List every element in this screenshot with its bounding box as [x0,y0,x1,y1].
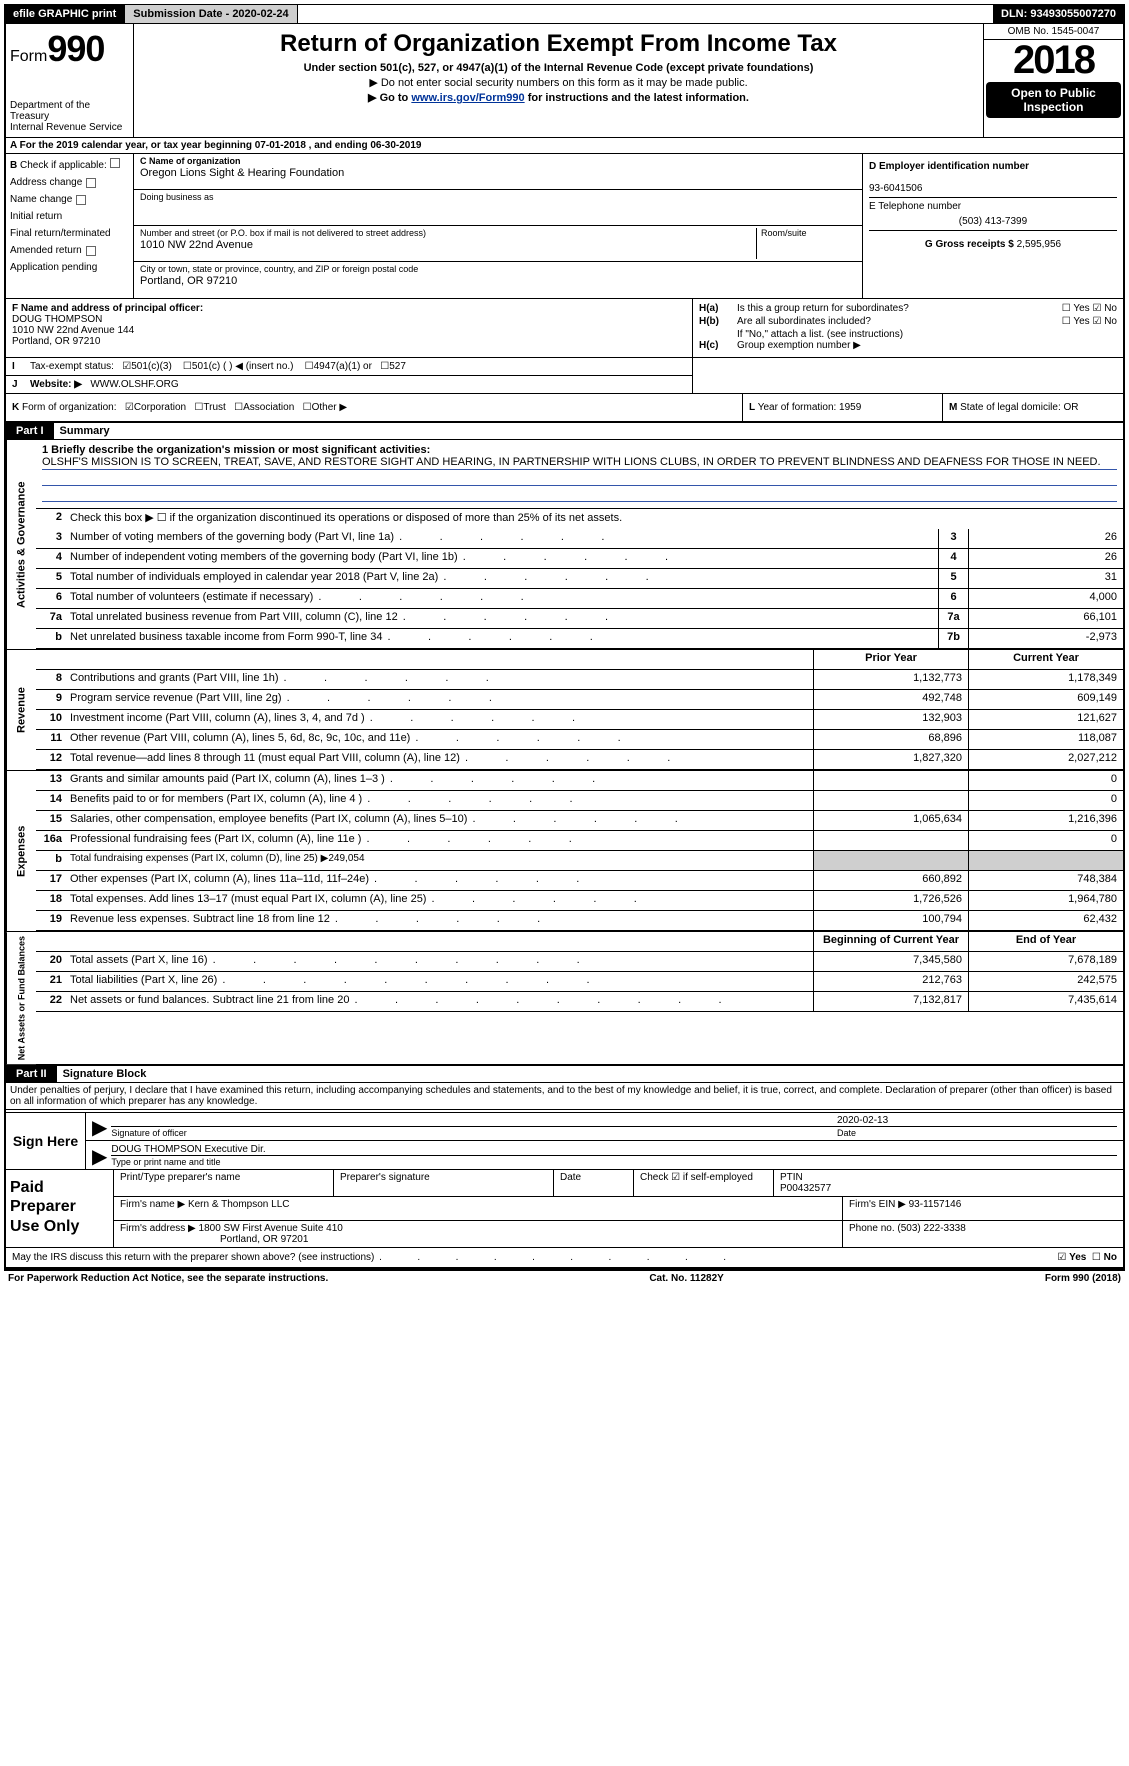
phone: (503) 413-7399 [869,216,1117,227]
title-block: Return of Organization Exempt From Incom… [134,24,983,138]
arrow-icon: ▶ [92,1147,107,1167]
ssn-warning: ▶ Do not enter social security numbers o… [138,76,979,89]
mission-label: 1 Briefly describe the organization's mi… [42,444,430,456]
open-public-badge: Open to Public Inspection [986,82,1121,118]
check-address-change: Address change [10,177,82,188]
col-d: D Employer identification number 93-6041… [863,154,1123,298]
dln: DLN: 93493055007270 [993,5,1124,23]
website: WWW.OLSHF.ORG [90,379,178,390]
prior-year-header: Prior Year [813,650,968,669]
check-name-change: Name change [10,194,72,205]
summary-line: 13Grants and similar amounts paid (Part … [36,771,1123,791]
summary-line: 4Number of independent voting members of… [36,549,1123,569]
summary-line: 15Salaries, other compensation, employee… [36,811,1123,831]
col-b: B Check if applicable: Address change Na… [6,154,134,298]
row-a: A For the 2019 calendar year, or tax yea… [6,138,1123,154]
goto-pre: ▶ Go to [368,92,411,104]
part1-header: Part I [6,423,54,439]
firm-name: Kern & Thompson LLC [188,1199,290,1210]
summary-line: 20Total assets (Part X, line 16)7,345,58… [36,952,1123,972]
sign-here-label: Sign Here [6,1113,86,1169]
vtab-expenses: Expenses [6,771,36,931]
ein: 93-6041506 [869,183,922,194]
form-prefix: Form [10,48,47,65]
summary-line: 5Total number of individuals employed in… [36,569,1123,589]
summary-line: 18Total expenses. Add lines 13–17 (must … [36,891,1123,911]
summary-line: 9Program service revenue (Part VIII, lin… [36,690,1123,710]
vtab-netassets: Net Assets or Fund Balances [6,932,36,1064]
summary-line: 7aTotal unrelated business revenue from … [36,609,1123,629]
vtab-activities: Activities & Governance [6,440,36,649]
arrow-icon: ▶ [92,1118,107,1138]
gross-receipts: 2,595,956 [1017,239,1062,250]
part1-title: Summary [54,425,110,437]
officer-print-name: DOUG THOMPSON Executive Dir. [111,1144,1117,1155]
dept-treasury: Department of the Treasury [10,100,129,122]
check-pending: Application pending [10,262,97,273]
row-i: I Tax-exempt status: ☑ 501(c)(3) ☐ 501(c… [6,358,692,376]
current-year-header: Current Year [968,650,1123,669]
summary-line: 21Total liabilities (Part X, line 26)212… [36,972,1123,992]
checkbox-icon[interactable] [110,158,120,168]
summary-line: 22Net assets or fund balances. Subtract … [36,992,1123,1012]
dept-irs: Internal Revenue Service [10,122,129,133]
summary-line: 8Contributions and grants (Part VIII, li… [36,670,1123,690]
cat-no: Cat. No. 11282Y [649,1273,723,1284]
org-name: Oregon Lions Sight & Hearing Foundation [140,167,856,179]
paid-preparer-label: Paid Preparer Use Only [6,1170,114,1247]
penalty-text: Under penalties of perjury, I declare th… [6,1083,1123,1110]
form-ref: Form 990 (2018) [1045,1273,1121,1284]
summary-line: bTotal fundraising expenses (Part IX, co… [36,851,1123,871]
summary-line: 16aProfessional fundraising fees (Part I… [36,831,1123,851]
prep-phone: (503) 222-3338 [897,1223,965,1234]
year-formation: Year of formation: 1959 [758,402,862,413]
row-k: K Form of organization: ☑ Corporation ☐ … [6,394,743,421]
efile-label: efile GRAPHIC print [5,5,124,23]
summary-line: 17Other expenses (Part IX, column (A), l… [36,871,1123,891]
form-title: Return of Organization Exempt From Incom… [138,30,979,58]
summary-line: 3Number of voting members of the governi… [36,529,1123,549]
row-j: J Website: ▶ WWW.OLSHF.ORG [6,376,692,393]
form-subtitle: Under section 501(c), 527, or 4947(a)(1)… [138,62,979,74]
mission-text: OLSHF'S MISSION IS TO SCREEN, TREAT, SAV… [42,456,1117,470]
begin-year-header: Beginning of Current Year [813,932,968,951]
summary-line: 12Total revenue—add lines 8 through 11 (… [36,750,1123,770]
check-final-return: Final return/terminated [10,228,111,239]
ptin: P00432577 [780,1183,831,1194]
submission-date: Submission Date - 2020-02-24 [124,5,297,23]
officer-name: DOUG THOMPSON [12,314,102,325]
summary-line: bNet unrelated business taxable income f… [36,629,1123,649]
sign-date: 2020-02-13 [837,1115,1117,1126]
summary-line: 6Total number of volunteers (estimate if… [36,589,1123,609]
end-year-header: End of Year [968,932,1123,951]
check-amended: Amended return [10,245,82,256]
street: 1010 NW 22nd Avenue [140,239,756,251]
goto-post: for instructions and the latest informat… [525,92,749,104]
part2-title: Signature Block [57,1068,147,1080]
summary-line: 10Investment income (Part VIII, column (… [36,710,1123,730]
summary-line: 14Benefits paid to or for members (Part … [36,791,1123,811]
paperwork-notice: For Paperwork Reduction Act Notice, see … [8,1273,328,1284]
check-initial-return: Initial return [10,211,62,222]
topbar: efile GRAPHIC print Submission Date - 20… [4,4,1125,24]
city: Portland, OR 97210 [140,275,856,287]
summary-line: 2Check this box ▶ ☐ if the organization … [36,509,1123,529]
vtab-revenue: Revenue [6,650,36,770]
summary-line: 11Other revenue (Part VIII, column (A), … [36,730,1123,750]
col-c: C Name of organization Oregon Lions Sigh… [134,154,863,298]
form-block: Form990 Department of the Treasury Inter… [6,24,134,138]
firm-ein: 93-1157146 [909,1199,962,1210]
part2-header: Part II [6,1066,57,1082]
form-number: 990 [47,28,104,69]
state-domicile: State of legal domicile: OR [960,402,1078,413]
year-block: OMB No. 1545-0047 2018 Open to Public In… [983,24,1123,138]
tax-year: 2018 [984,40,1123,80]
summary-line: 19Revenue less expenses. Subtract line 1… [36,911,1123,931]
irs-link[interactable]: www.irs.gov/Form990 [411,92,524,104]
